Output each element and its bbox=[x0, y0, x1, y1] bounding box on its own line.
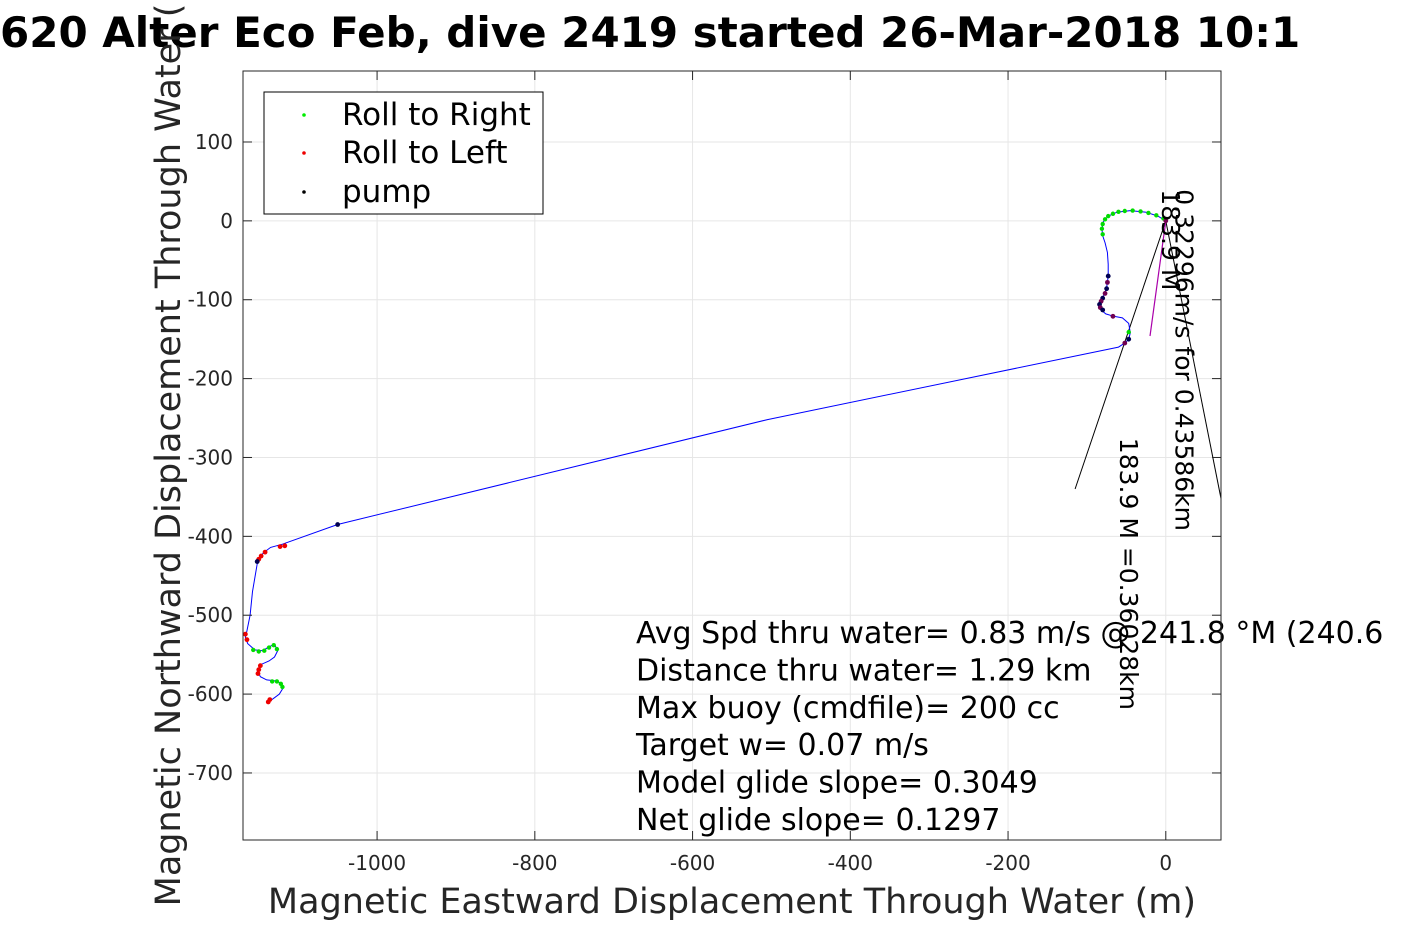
x-tick-label: -1000 bbox=[348, 851, 406, 875]
roll-left-point bbox=[282, 543, 288, 549]
roll-right-point bbox=[251, 647, 256, 653]
x-tick-label: -200 bbox=[985, 851, 1030, 875]
pump-point bbox=[1163, 218, 1169, 224]
x-tick-label: -400 bbox=[828, 851, 873, 875]
legend-label-roll-left: Roll to Left bbox=[342, 135, 508, 171]
y-axis-label: Magnetic Northward Displacement Through … bbox=[149, 4, 189, 907]
y-tick-label: -300 bbox=[188, 445, 233, 469]
chart-title: 620 Alter Eco Feb, dive 2419 started 26-… bbox=[0, 8, 1300, 57]
axis-ticks: -1000 -800 -600 -400 -200 0 100 0 -100 -200 -300 -4… bbox=[188, 71, 1221, 875]
roll-right-point bbox=[1106, 213, 1111, 219]
y-tick-label: 0 bbox=[220, 209, 233, 233]
current-arrow bbox=[1149, 220, 1167, 337]
roll-right-point bbox=[1100, 221, 1105, 227]
stats-line: Distance thru water= 1.29 km bbox=[636, 653, 1091, 688]
grid-lines bbox=[243, 71, 1221, 840]
roll-right-point bbox=[1099, 226, 1105, 231]
roll-right-point bbox=[274, 679, 280, 684]
y-tick-label: 100 bbox=[195, 130, 233, 154]
pump-point bbox=[1122, 340, 1128, 346]
roll-right-point bbox=[1110, 211, 1116, 216]
roll-right-point bbox=[1122, 208, 1127, 214]
roll-right-point bbox=[256, 649, 261, 654]
legend-marker-roll-left bbox=[302, 151, 306, 155]
roll-right-point bbox=[280, 684, 285, 690]
legend: Roll to Right Roll to Left pump bbox=[263, 91, 544, 215]
y-tick-label: -500 bbox=[188, 603, 233, 627]
roll-right-point bbox=[1102, 217, 1108, 222]
x-tick-label: -800 bbox=[512, 851, 557, 875]
stats-line: Net glide slope= 0.1297 bbox=[636, 803, 1000, 838]
pump-point bbox=[1110, 313, 1116, 319]
roll-right-point bbox=[1130, 208, 1135, 213]
pump-point bbox=[1105, 273, 1111, 279]
roll-left-point bbox=[267, 697, 273, 703]
roll-right-point bbox=[1116, 209, 1121, 214]
pump-point bbox=[1104, 286, 1110, 292]
pump-point bbox=[335, 522, 341, 527]
pump-point bbox=[1100, 307, 1106, 313]
y-tick-label: -200 bbox=[188, 367, 233, 391]
stats-line: Max buoy (cmdfile)= 200 cc bbox=[636, 691, 1060, 726]
roll-right-point bbox=[1154, 213, 1159, 218]
axes-box bbox=[242, 70, 1222, 841]
x-tick-label: 0 bbox=[1159, 851, 1172, 875]
aux-line bbox=[1165, 220, 1221, 499]
stats-line: Avg Spd thru water= 0.83 m/s @ 241.8 °M … bbox=[636, 616, 1383, 651]
roll-right-point bbox=[269, 679, 275, 684]
x-tick-label: -600 bbox=[670, 851, 715, 875]
roll-left-point bbox=[257, 663, 263, 669]
y-tick-label: -600 bbox=[188, 682, 233, 706]
roll-left-point bbox=[243, 631, 248, 637]
roll-right-point bbox=[266, 645, 272, 650]
aux-line bbox=[1074, 220, 1167, 490]
roll-right-point bbox=[1126, 329, 1131, 335]
legend-marker-roll-right bbox=[302, 113, 306, 117]
roll-left-point bbox=[256, 667, 262, 673]
x-axis-label: Magnetic Eastward Displacement Through W… bbox=[268, 882, 1196, 922]
stats-block: Avg Spd thru water= 0.83 m/s @ 241.8 °M … bbox=[635, 616, 1383, 838]
pump-point bbox=[1105, 279, 1110, 285]
stats-line: Target w= 0.07 m/s bbox=[635, 728, 929, 763]
y-tick-label: -100 bbox=[188, 288, 233, 312]
roll-right-point bbox=[1100, 232, 1105, 237]
rotated-annotation: 183.9 M bbox=[1156, 189, 1185, 290]
y-tick-label: -400 bbox=[188, 524, 233, 548]
roll-right-point bbox=[271, 642, 276, 648]
roll-right-point bbox=[274, 646, 280, 652]
roll-right-point bbox=[1146, 210, 1151, 216]
roll-right-point bbox=[262, 648, 267, 653]
roll-left-point bbox=[255, 671, 261, 676]
pump-point bbox=[1126, 336, 1132, 342]
legend-label-roll-right: Roll to Right bbox=[342, 97, 531, 133]
legend-box bbox=[263, 91, 544, 215]
legend-label-pump: pump bbox=[342, 174, 431, 210]
stats-line: Model glide slope= 0.3049 bbox=[636, 766, 1038, 801]
rotated-annotation: 183.9 M =0.36028km bbox=[1114, 438, 1143, 710]
pump-point bbox=[254, 559, 260, 564]
legend-marker-pump bbox=[302, 190, 306, 194]
rotated-annotation: 0.32296m/s for 0.43586km bbox=[1169, 189, 1198, 531]
roll-left-point bbox=[244, 637, 250, 643]
roll-left-point bbox=[262, 549, 268, 555]
roll-right-point bbox=[1138, 209, 1143, 214]
y-tick-label: -700 bbox=[188, 761, 233, 785]
roll-left-point bbox=[277, 544, 283, 549]
pump-point bbox=[1102, 291, 1108, 296]
